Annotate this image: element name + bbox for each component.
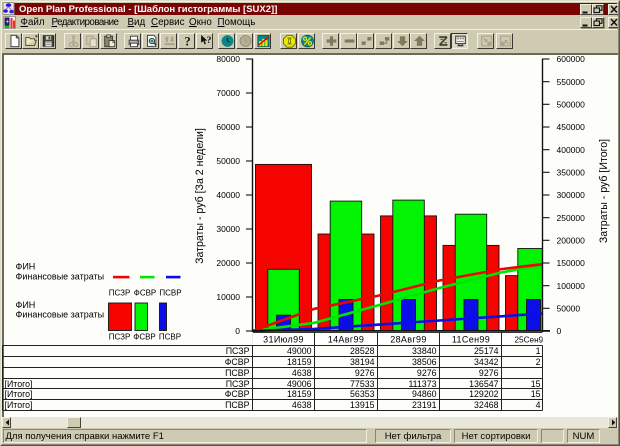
svg-text:ПСВР: ПСВР [225, 400, 250, 410]
svg-text:ФСВР: ФСВР [134, 289, 157, 298]
svg-text:18159: 18159 [287, 389, 312, 399]
svg-text:23191: 23191 [412, 400, 437, 410]
svg-text:80000: 80000 [216, 54, 240, 64]
svg-text:[Итого]: [Итого] [5, 379, 33, 389]
svg-text:32468: 32468 [474, 400, 499, 410]
svg-text:[Итого]: [Итого] [5, 389, 33, 399]
svg-text:ФСВР: ФСВР [133, 333, 156, 342]
svg-text:9276: 9276 [355, 368, 375, 378]
svg-text:14Авг99: 14Авг99 [328, 334, 365, 344]
svg-text:129202: 129202 [469, 389, 498, 399]
svg-text:11Сен99: 11Сен99 [452, 334, 490, 344]
svg-text:49006: 49006 [287, 379, 312, 389]
svg-text:300000: 300000 [557, 190, 586, 200]
svg-text:4638: 4638 [292, 400, 312, 410]
svg-text:136547: 136547 [469, 379, 498, 389]
svg-text:ПСВР: ПСВР [225, 368, 250, 378]
svg-text:94860: 94860 [412, 389, 437, 399]
svg-text:Финансовые затраты: Финансовые затраты [16, 272, 105, 282]
svg-text:40000: 40000 [216, 190, 240, 200]
svg-text:ФСВР: ФСВР [225, 389, 250, 399]
svg-text:25174: 25174 [474, 346, 499, 356]
svg-text:ПСЗР: ПСЗР [226, 379, 250, 389]
svg-text:9276: 9276 [417, 368, 437, 378]
svg-text:0: 0 [235, 326, 240, 336]
svg-text:34342: 34342 [474, 357, 499, 367]
svg-text:ФСВР: ФСВР [225, 357, 250, 367]
svg-text:56353: 56353 [350, 389, 375, 399]
svg-text:150000: 150000 [557, 258, 586, 268]
svg-text:38506: 38506 [412, 357, 437, 367]
svg-text:250000: 250000 [557, 213, 586, 223]
svg-text:31Июл99: 31Июл99 [263, 334, 304, 344]
svg-text:Затраты - руб [Итого]: Затраты - руб [Итого] [598, 139, 610, 243]
svg-text:100000: 100000 [557, 281, 586, 291]
svg-text:Затраты - руб [За 2 недели]: Затраты - руб [За 2 недели] [194, 128, 206, 264]
svg-text:70000: 70000 [216, 88, 240, 98]
svg-text:450000: 450000 [557, 122, 586, 132]
svg-text:38194: 38194 [350, 357, 375, 367]
svg-text:20000: 20000 [216, 258, 240, 268]
svg-text:?: ? [184, 34, 190, 48]
svg-text:1: 1 [536, 346, 541, 356]
svg-text:28528: 28528 [350, 346, 375, 356]
svg-text:ПСЗР: ПСЗР [109, 289, 131, 298]
svg-text:49000: 49000 [287, 346, 312, 356]
svg-text:ПСЗР: ПСЗР [226, 346, 250, 356]
svg-text:18159: 18159 [287, 357, 312, 367]
svg-text:ФИН: ФИН [16, 262, 36, 272]
svg-text:ФИН: ФИН [16, 300, 36, 310]
svg-text:25Сен99: 25Сен99 [515, 335, 549, 344]
svg-text:0: 0 [557, 326, 562, 336]
svg-text:111373: 111373 [408, 379, 436, 389]
svg-text:600000: 600000 [557, 54, 586, 64]
svg-text:10000: 10000 [216, 292, 240, 302]
svg-text:4: 4 [536, 400, 541, 410]
svg-text:33840: 33840 [412, 346, 437, 356]
svg-text:400000: 400000 [557, 145, 586, 155]
svg-text:9276: 9276 [479, 368, 499, 378]
svg-text:ПСВР: ПСВР [159, 289, 181, 298]
svg-text:30000: 30000 [216, 224, 240, 234]
svg-text:Финансовые затраты: Финансовые затраты [16, 310, 105, 320]
svg-text:50000: 50000 [216, 156, 240, 166]
svg-text:ПСЗР: ПСЗР [109, 333, 131, 342]
svg-text:4638: 4638 [292, 368, 312, 378]
svg-text:15: 15 [531, 379, 541, 389]
svg-text:50000: 50000 [557, 303, 581, 313]
svg-text:[Итого]: [Итого] [5, 400, 33, 410]
svg-text:?: ? [207, 35, 212, 46]
svg-text:2: 2 [536, 357, 541, 367]
svg-text:28Авг99: 28Авг99 [390, 334, 427, 344]
svg-text:ПСВР: ПСВР [159, 333, 181, 342]
svg-text:15: 15 [531, 389, 541, 399]
svg-text:77533: 77533 [350, 379, 375, 389]
svg-text:60000: 60000 [216, 122, 240, 132]
svg-text:500000: 500000 [557, 99, 586, 109]
svg-text:350000: 350000 [557, 167, 586, 177]
svg-text:200000: 200000 [557, 235, 586, 245]
svg-text:13915: 13915 [350, 400, 375, 410]
svg-text:550000: 550000 [557, 77, 586, 87]
